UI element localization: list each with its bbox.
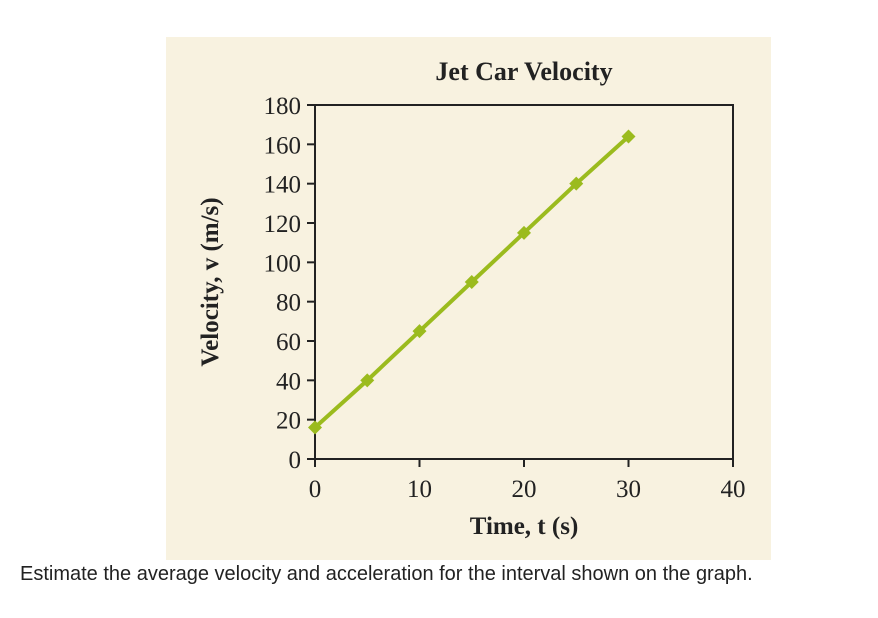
y-tick-label: 60 [276, 329, 301, 356]
y-axis-label: Velocity, v (m/s) [197, 197, 224, 366]
x-axis-label: Time, t (s) [470, 513, 579, 540]
x-tick-label: 20 [512, 476, 537, 503]
chart-title: Jet Car Velocity [435, 57, 612, 86]
y-tick-label: 80 [276, 290, 301, 317]
chart-panel [166, 37, 771, 560]
y-tick-label: 0 [289, 447, 302, 474]
data-point [569, 176, 584, 191]
x-tick-label: 30 [616, 476, 641, 503]
y-tick-label: 120 [264, 211, 302, 238]
question-text: Estimate the average velocity and accele… [20, 563, 753, 585]
data-point [621, 129, 636, 144]
y-tick-label: 100 [264, 250, 302, 277]
y-tick-label: 140 [264, 172, 302, 199]
y-tick-label: 160 [264, 132, 302, 159]
data-point [517, 225, 531, 240]
data-point [308, 420, 322, 435]
y-tick-label: 40 [276, 368, 301, 395]
y-tick-label: 20 [276, 408, 301, 435]
x-tick-label: 40 [721, 476, 746, 503]
x-tick-label: 10 [407, 476, 432, 503]
data-point [412, 324, 427, 339]
plot-frame [314, 104, 734, 460]
y-tick-label: 180 [264, 93, 302, 120]
data-point [360, 373, 375, 388]
data-point [464, 275, 479, 289]
x-tick-label: 0 [309, 476, 322, 503]
